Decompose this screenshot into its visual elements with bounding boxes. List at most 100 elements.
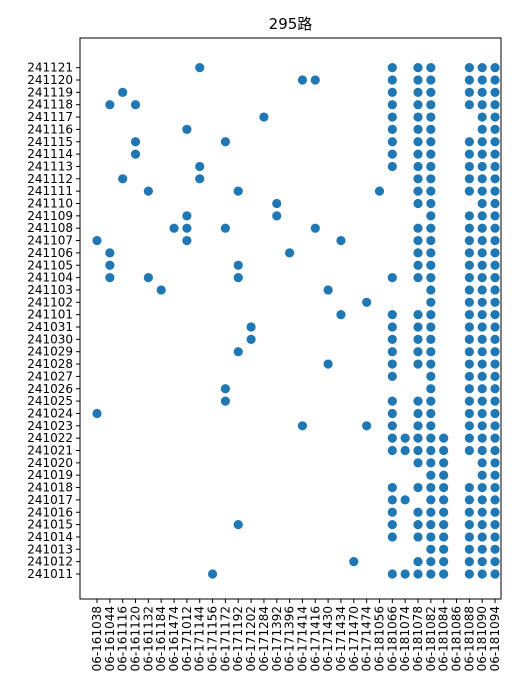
scatter-point [336, 235, 346, 246]
scatter-point [426, 285, 436, 295]
scatter-point [426, 137, 436, 147]
scatter-point [426, 408, 436, 419]
scatter-point [426, 124, 436, 134]
scatter-point [426, 87, 436, 97]
scatter-point [477, 408, 487, 419]
scatter-point [413, 433, 423, 443]
scatter-point [477, 124, 487, 134]
y-tick-label: 241116 [27, 122, 73, 136]
y-tick-label: 241014 [27, 530, 73, 544]
scatter-point [477, 520, 487, 530]
scatter-point [387, 75, 397, 85]
scatter-point [143, 273, 153, 283]
y-tick-label: 241013 [27, 542, 73, 556]
scatter-point [195, 161, 205, 172]
y-tick-label: 241108 [27, 221, 73, 235]
scatter-point [374, 186, 385, 196]
scatter-point [477, 63, 487, 73]
x-tick-label: 06-181078 [411, 606, 425, 671]
x-tick-label: 06-181074 [398, 606, 412, 671]
scatter-point [464, 235, 474, 246]
scatter-point [426, 421, 436, 431]
scatter-point [464, 137, 474, 147]
y-tick-label: 241115 [27, 135, 73, 149]
scatter-point [464, 532, 474, 542]
scatter-point [387, 87, 397, 97]
x-tick-label: 06-161044 [103, 606, 117, 671]
scatter-point [490, 87, 500, 97]
scatter-point [426, 260, 436, 270]
scatter-point [413, 223, 423, 233]
scatter-point [246, 334, 256, 344]
scatter-point [413, 100, 423, 110]
scatter-point [464, 149, 474, 159]
scatter-point [490, 334, 500, 344]
scatter-point [387, 273, 397, 283]
y-tick-label: 241110 [27, 197, 73, 211]
scatter-point [439, 569, 449, 579]
x-tick-label: 06-181094 [488, 606, 502, 671]
scatter-point [490, 248, 500, 258]
scatter-point [477, 211, 487, 221]
scatter-point [130, 100, 141, 110]
x-tick-label: 06-181056 [372, 606, 386, 671]
scatter-point [233, 273, 243, 283]
scatter-point [477, 235, 487, 246]
scatter-point [490, 507, 500, 517]
scatter-point [477, 507, 487, 517]
scatter-point [490, 384, 500, 394]
y-tick-label: 241029 [27, 345, 73, 359]
scatter-point [490, 347, 500, 357]
scatter-point [387, 569, 397, 579]
y-axis: 2410112410122410132410142410152410162410… [27, 61, 80, 581]
scatter-point [490, 235, 500, 246]
scatter-point [387, 161, 397, 172]
scatter-point [426, 310, 436, 320]
scatter-point [439, 458, 449, 468]
scatter-point [477, 347, 487, 357]
x-tick-label: 06-161132 [141, 606, 155, 671]
scatter-point [233, 186, 243, 196]
scatter-point [490, 174, 500, 184]
scatter-point [490, 273, 500, 283]
scatter-point [387, 507, 397, 517]
scatter-point [387, 322, 397, 332]
y-tick-label: 241105 [27, 258, 73, 272]
scatter-point [426, 186, 436, 196]
scatter-point [413, 87, 423, 97]
scatter-point [105, 100, 115, 110]
y-tick-label: 241031 [27, 320, 73, 334]
x-tick-label: 06-171396 [283, 606, 297, 671]
scatter-point [464, 396, 474, 406]
scatter-point [426, 112, 436, 122]
scatter-point [477, 273, 487, 283]
scatter-point [439, 482, 449, 493]
scatter-point [477, 248, 487, 258]
scatter-point [490, 161, 500, 172]
x-tick-label: 06-181086 [450, 606, 464, 671]
scatter-point [143, 186, 153, 196]
scatter-point [387, 124, 397, 134]
scatter-point [426, 211, 436, 221]
scatter-point [387, 310, 397, 320]
scatter-point [464, 359, 474, 369]
scatter-point [156, 285, 166, 295]
scatter-points [92, 63, 500, 579]
scatter-point [464, 223, 474, 233]
y-tick-label: 241114 [27, 147, 73, 161]
scatter-point [426, 161, 436, 172]
scatter-point [477, 186, 487, 196]
scatter-point [477, 260, 487, 270]
scatter-point [464, 174, 474, 184]
scatter-point [490, 285, 500, 295]
scatter-point [400, 569, 410, 579]
scatter-point [490, 408, 500, 419]
scatter-point [426, 482, 436, 493]
x-tick-label: 06-161120 [129, 606, 143, 671]
scatter-point [490, 520, 500, 530]
scatter-point [220, 137, 230, 147]
scatter-point [464, 310, 474, 320]
scatter-point [413, 322, 423, 332]
scatter-point [182, 235, 192, 246]
y-tick-label: 241021 [27, 444, 73, 458]
